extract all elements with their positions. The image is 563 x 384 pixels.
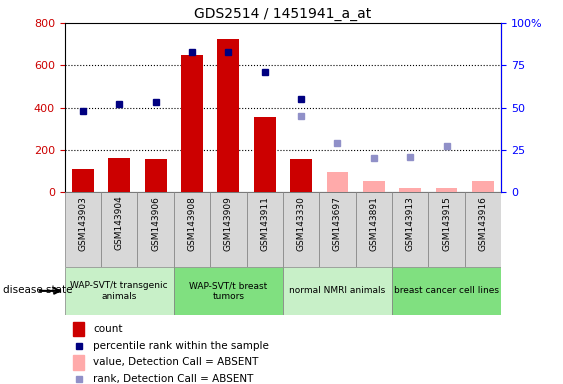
- Bar: [101, 192, 137, 267]
- Text: percentile rank within the sample: percentile rank within the sample: [93, 341, 269, 351]
- Text: WAP-SVT/t transgenic
animals: WAP-SVT/t transgenic animals: [70, 281, 168, 301]
- Bar: [145, 159, 167, 192]
- Bar: [399, 188, 421, 192]
- Bar: [428, 192, 464, 267]
- Text: GSM143330: GSM143330: [297, 196, 306, 251]
- Bar: [254, 117, 276, 192]
- Bar: [247, 192, 283, 267]
- Bar: [283, 192, 319, 267]
- Text: GSM143908: GSM143908: [187, 196, 196, 251]
- Text: GSM143911: GSM143911: [260, 196, 269, 251]
- Bar: [65, 192, 101, 267]
- Text: rank, Detection Call = ABSENT: rank, Detection Call = ABSENT: [93, 374, 253, 384]
- Text: GSM143904: GSM143904: [115, 196, 124, 250]
- Bar: [108, 158, 130, 192]
- Bar: [392, 192, 428, 267]
- Text: GSM143891: GSM143891: [369, 196, 378, 251]
- Text: WAP-SVT/t breast
tumors: WAP-SVT/t breast tumors: [189, 281, 267, 301]
- Bar: [73, 355, 84, 370]
- Text: normal NMRI animals: normal NMRI animals: [289, 286, 386, 295]
- Bar: [210, 192, 247, 267]
- Bar: [181, 55, 203, 192]
- Text: GSM143903: GSM143903: [78, 196, 87, 251]
- Bar: [72, 169, 94, 192]
- Bar: [290, 159, 312, 192]
- Text: GSM143913: GSM143913: [406, 196, 415, 251]
- Text: breast cancer cell lines: breast cancer cell lines: [394, 286, 499, 295]
- Bar: [65, 267, 174, 315]
- Bar: [217, 39, 239, 192]
- Bar: [137, 192, 174, 267]
- Text: GSM143915: GSM143915: [442, 196, 451, 251]
- Bar: [327, 172, 348, 192]
- Text: disease state: disease state: [3, 285, 72, 295]
- Bar: [464, 192, 501, 267]
- Bar: [174, 267, 283, 315]
- Bar: [392, 267, 501, 315]
- Bar: [472, 182, 494, 192]
- Bar: [363, 181, 385, 192]
- Text: GSM143697: GSM143697: [333, 196, 342, 251]
- Bar: [283, 267, 392, 315]
- Title: GDS2514 / 1451941_a_at: GDS2514 / 1451941_a_at: [194, 7, 372, 21]
- Bar: [73, 321, 84, 336]
- Text: GSM143909: GSM143909: [224, 196, 233, 251]
- Bar: [174, 192, 210, 267]
- Bar: [436, 188, 457, 192]
- Text: count: count: [93, 324, 123, 334]
- Bar: [356, 192, 392, 267]
- Text: GSM143916: GSM143916: [479, 196, 488, 251]
- Text: GSM143906: GSM143906: [151, 196, 160, 251]
- Text: value, Detection Call = ABSENT: value, Detection Call = ABSENT: [93, 358, 258, 367]
- Bar: [319, 192, 356, 267]
